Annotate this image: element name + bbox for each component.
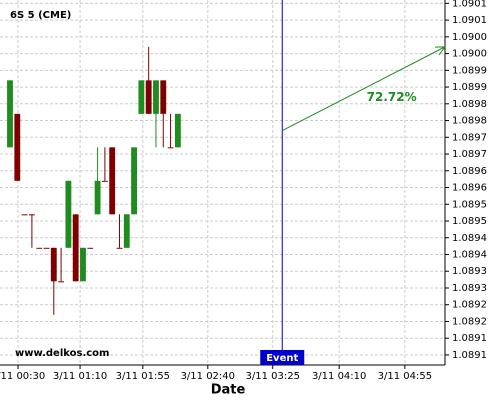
y-tick-label: 1.0900: [452, 49, 487, 60]
x-tick-label: 3/11 01:10: [53, 371, 107, 382]
candle-body: [28, 214, 35, 216]
y-tick-label: 1.0901: [452, 15, 487, 26]
x-tick-label: 3/11 01:55: [116, 371, 170, 382]
candle-body: [94, 180, 101, 215]
candle-body: [116, 247, 123, 249]
y-tick-label: 1.0898: [452, 116, 487, 127]
candle-body: [145, 80, 152, 114]
y-tick-label: 1.0893: [452, 283, 487, 294]
plot-area: [0, 0, 445, 365]
y-tick-label: 1.0897: [452, 132, 487, 143]
candle-body: [14, 113, 21, 181]
y-tick-label: 1.0895: [452, 216, 487, 227]
x-tick-label: 3/11 03:25: [246, 371, 300, 382]
candle-body: [131, 147, 137, 215]
candle-body: [58, 281, 65, 283]
candle-body: [160, 80, 167, 114]
y-tick-label: 1.0896: [452, 183, 487, 194]
candle-body: [138, 80, 145, 114]
arrow-head: [434, 46, 447, 56]
y-tick-label: 1.0897: [452, 149, 487, 160]
chart-title: 6S 5 (CME): [10, 10, 71, 21]
y-tick-label: 1.0901: [452, 0, 487, 9]
y-tick-label: 1.0899: [452, 65, 487, 76]
candle-body: [87, 247, 94, 249]
y-tick-label: 1.0898: [452, 99, 487, 110]
candle-body: [174, 113, 181, 148]
candle-body: [80, 247, 86, 282]
candle-body: [109, 147, 116, 215]
arrow-label: 72.72%: [367, 90, 417, 104]
y-tick-label: 1.0900: [452, 32, 487, 43]
y-tick-label: 1.0893: [452, 266, 487, 277]
y-tick-label: 1.0895: [452, 199, 487, 210]
candle-body: [101, 180, 108, 182]
event-label-bg: [260, 350, 305, 365]
x-tick-label: 3/11 04:10: [312, 371, 366, 382]
x-axis-label: Date: [211, 383, 246, 398]
y-tick-label: 1.0894: [452, 249, 487, 260]
x-tick-label: 3/11 00:30: [0, 371, 45, 382]
x-tick-label: 3/11 04:55: [378, 371, 432, 382]
event-label: Event: [266, 353, 298, 364]
y-tick-label: 1.0892: [452, 316, 487, 327]
candle-body: [167, 147, 174, 149]
candle-body: [153, 80, 159, 114]
candle-body: [123, 214, 130, 248]
candle-body: [72, 214, 79, 282]
y-tick-label: 1.0892: [452, 300, 487, 311]
y-tick-label: 1.0894: [452, 233, 487, 244]
y-tick-label: 1.0899: [452, 82, 487, 93]
y-tick-label: 1.0896: [452, 166, 487, 177]
candle-body: [21, 214, 28, 216]
y-tick-label: 1.0891: [452, 333, 487, 344]
candle-body: [43, 247, 50, 249]
watermark: www.delkos.com: [15, 348, 109, 359]
forecast-arrow: [282, 46, 446, 132]
marks: [7, 46, 181, 315]
x-tick-label: 3/11 02:40: [181, 371, 235, 382]
y-tick-label: 1.0891: [452, 350, 487, 361]
candle-body: [36, 247, 43, 249]
candle-body: [7, 80, 13, 148]
candle-body: [65, 180, 72, 248]
grid: [0, 0, 445, 365]
candle-body: [50, 247, 57, 282]
